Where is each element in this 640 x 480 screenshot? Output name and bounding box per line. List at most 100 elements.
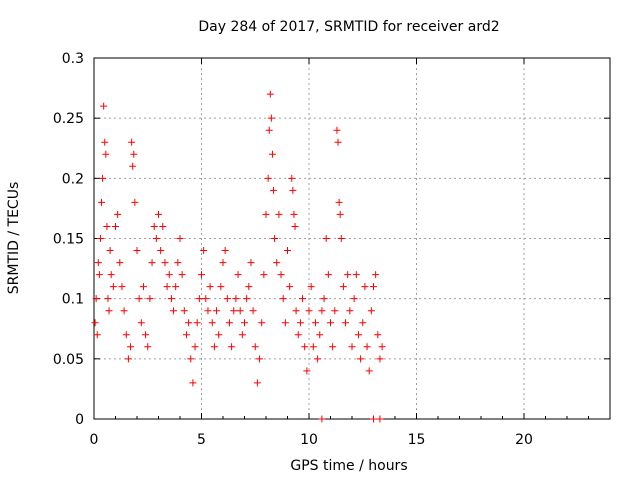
data-point	[367, 307, 375, 315]
data-point	[118, 283, 126, 291]
data-point	[96, 235, 104, 242]
data-point	[98, 198, 106, 206]
y-tick-label: 0.3	[62, 51, 84, 67]
data-point	[193, 319, 201, 327]
data-point	[336, 210, 344, 218]
data-point	[305, 307, 313, 315]
data-point	[267, 114, 275, 122]
y-tick-label: 0	[75, 412, 84, 428]
data-point	[232, 295, 240, 303]
data-point	[365, 367, 373, 375]
data-point	[307, 283, 315, 291]
data-point	[289, 186, 297, 194]
data-point	[370, 415, 377, 423]
y-tick-label: 0.1	[62, 292, 84, 308]
data-point	[376, 415, 384, 423]
y-tick-label: 0.05	[53, 352, 84, 368]
data-point	[294, 331, 302, 339]
data-point	[361, 283, 369, 291]
y-tick-label: 0.2	[62, 171, 84, 187]
data-point	[339, 283, 347, 291]
data-point	[112, 222, 119, 230]
data-point	[234, 271, 242, 279]
data-point	[260, 271, 268, 279]
data-point	[135, 295, 143, 303]
data-point	[178, 271, 186, 279]
data-point	[200, 247, 208, 255]
data-point	[204, 307, 212, 315]
data-point	[329, 343, 337, 351]
data-point	[182, 331, 190, 339]
data-point	[247, 259, 255, 267]
data-point	[309, 343, 317, 351]
data-point	[139, 283, 147, 291]
data-point	[221, 247, 229, 255]
y-tick-label: 0.25	[53, 111, 84, 127]
data-point	[215, 331, 223, 339]
data-point	[152, 235, 160, 242]
data-point	[350, 295, 358, 303]
data-point	[236, 307, 244, 315]
data-point	[217, 283, 225, 291]
data-point	[342, 319, 350, 327]
data-point	[213, 307, 221, 315]
data-point	[311, 319, 319, 327]
data-point	[148, 259, 156, 267]
data-point	[337, 235, 345, 242]
data-point	[265, 126, 273, 134]
y-tick-label: 0.15	[53, 232, 84, 248]
data-point	[131, 198, 139, 206]
data-point	[133, 247, 141, 255]
data-point	[374, 331, 382, 339]
data-point	[370, 283, 377, 291]
data-point	[103, 222, 111, 230]
data-point	[130, 150, 138, 158]
data-point	[243, 295, 251, 303]
data-point	[268, 150, 276, 158]
axis-ticks: 0 5 10 15 20 0 0.05 0.1 0.15 0.2 0.25 0.3	[53, 51, 610, 448]
data-point	[191, 343, 199, 351]
data-point	[264, 174, 272, 182]
data-point	[271, 235, 279, 242]
data-point	[299, 295, 307, 303]
data-point	[93, 331, 101, 339]
data-point	[165, 271, 173, 279]
data-point	[296, 319, 304, 327]
data-point	[314, 355, 322, 363]
data-point	[281, 319, 289, 327]
data-point	[241, 319, 248, 327]
data-point	[258, 319, 266, 327]
grid-lines	[94, 58, 610, 419]
data-point	[266, 90, 274, 98]
data-point	[163, 283, 171, 291]
data-point	[208, 319, 216, 327]
data-point	[333, 126, 341, 134]
data-point	[198, 271, 205, 279]
data-point	[262, 210, 270, 218]
data-point	[354, 331, 362, 339]
data-point	[251, 343, 259, 351]
data-point	[324, 271, 332, 279]
data-point	[104, 295, 112, 303]
data-point	[352, 271, 360, 279]
data-point	[144, 343, 152, 351]
data-point	[116, 259, 124, 267]
data-point	[335, 198, 343, 206]
data-point	[92, 295, 100, 303]
data-point	[99, 174, 107, 182]
data-point	[318, 415, 326, 423]
data-point	[157, 247, 165, 255]
data-point	[359, 319, 367, 327]
data-point	[167, 295, 175, 303]
data-point	[363, 343, 371, 351]
data-point	[210, 343, 218, 351]
data-point	[238, 331, 246, 339]
data-point	[180, 307, 188, 315]
data-point	[344, 271, 352, 279]
x-axis-label: GPS time / hours	[290, 458, 407, 474]
data-point	[102, 150, 110, 158]
x-tick-label: 0	[90, 432, 99, 448]
data-point	[277, 271, 285, 279]
data-point	[185, 319, 193, 327]
data-point	[146, 295, 154, 303]
